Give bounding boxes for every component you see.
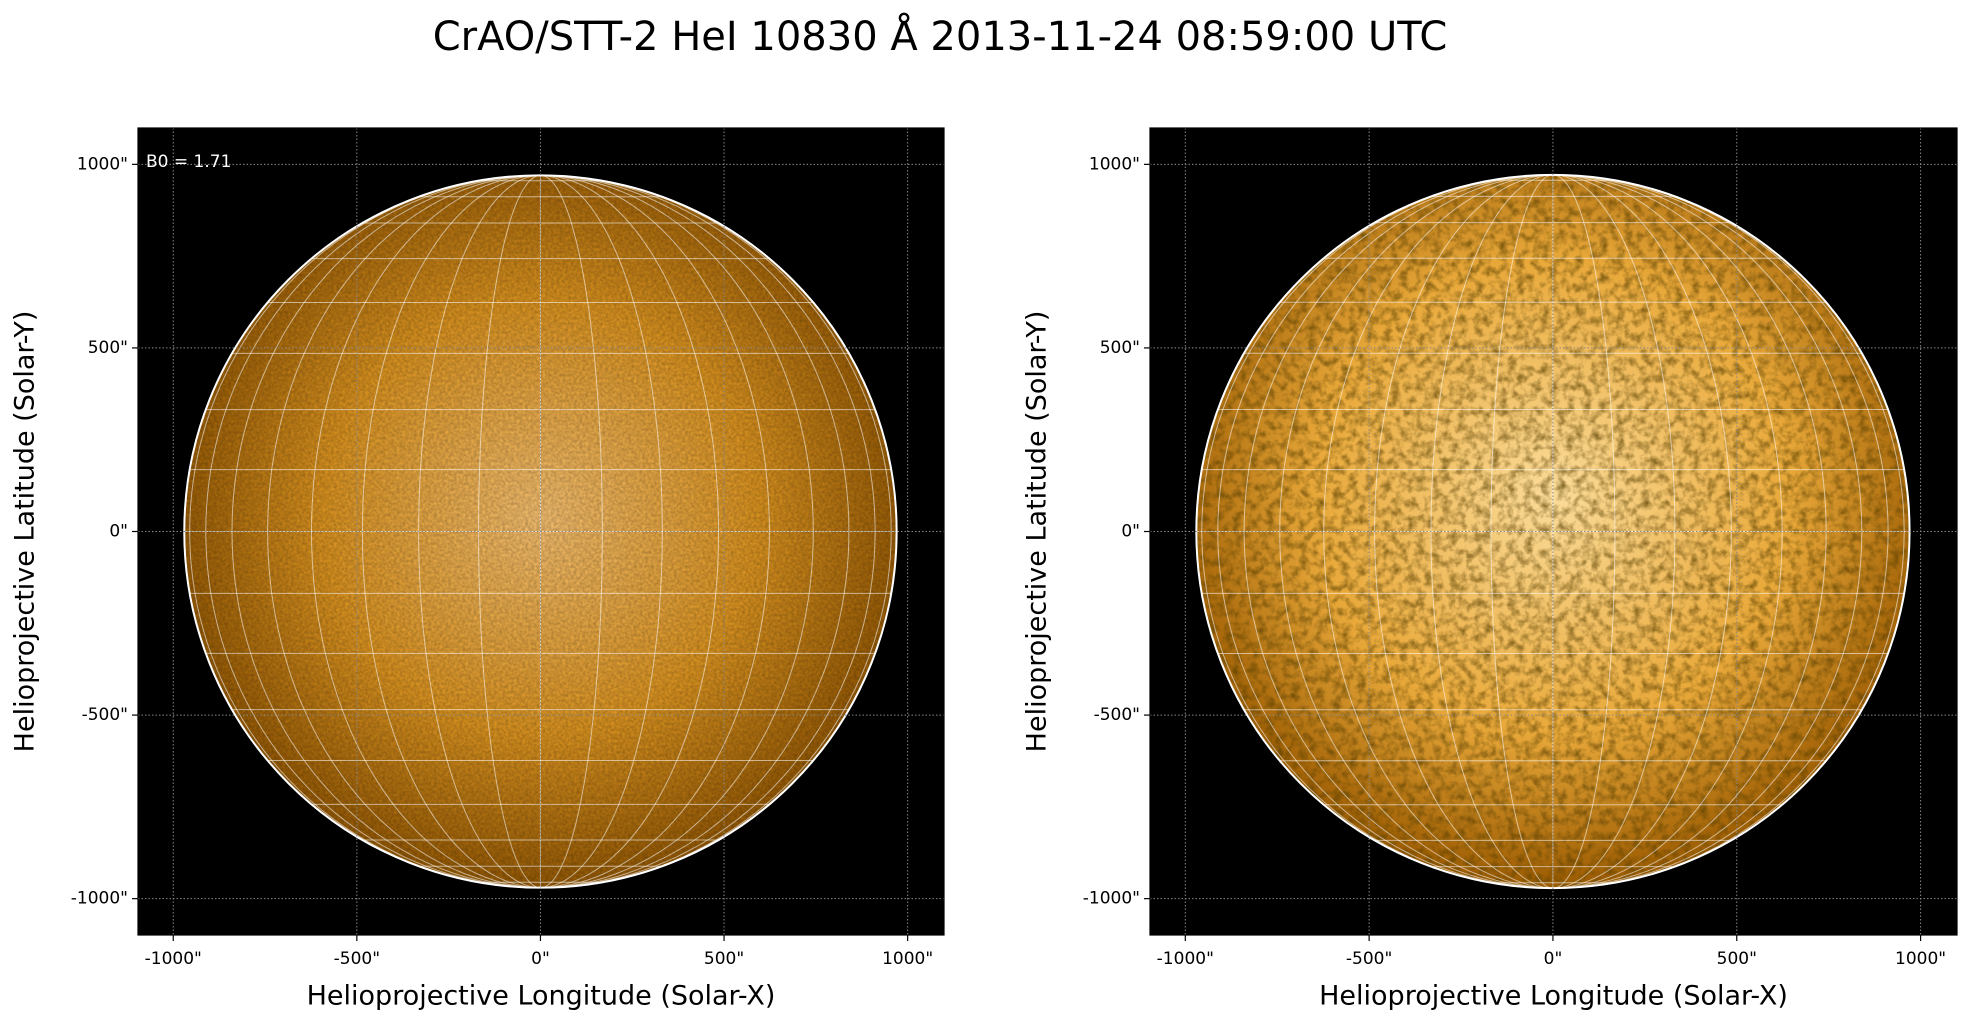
annotation: B0 = 1.71: [146, 152, 231, 172]
heliographic-grid: [1196, 174, 1910, 889]
x-axis-label: Helioprojective Longitude (Solar-X): [307, 981, 776, 1012]
x-tick-label: 1000": [1895, 949, 1946, 969]
x-tick-label: -500": [334, 949, 380, 969]
x-tick-label: 0": [1544, 949, 1563, 969]
x-tick-label: 0": [531, 949, 550, 969]
axes-frame: [1149, 127, 1958, 936]
y-tick-label: 500": [88, 338, 128, 358]
x-tick-label: 1000": [882, 949, 933, 969]
y-tick-label: -1000": [1083, 889, 1140, 909]
axis-grid: [138, 128, 944, 935]
y-tick-label: -500": [82, 705, 128, 725]
y-tick-label: -1000": [71, 889, 128, 909]
x-tick-label: -1000": [145, 949, 202, 969]
y-tick-label: 1000": [1089, 154, 1140, 174]
axis-grid: [1150, 128, 1957, 935]
y-tick-label: -500": [1094, 705, 1140, 725]
axes: -1000" -500" 0" 500" 1000" -1000" -500" 0" 500" 1…: [10, 127, 945, 1012]
axes: -1000" -500" 0" 500" 1000" -1000" -500" 0" 500" 1…: [1022, 127, 1958, 1012]
x-axis-label: Helioprojective Longitude (Solar-X): [1319, 981, 1788, 1012]
y-axis-label: Helioprojective Latitude (Solar-Y): [1022, 311, 1053, 753]
x-tick-label: 500": [1717, 949, 1757, 969]
x-tick-label: 500": [704, 949, 744, 969]
axes-frame: [137, 127, 945, 936]
y-tick-label: 0": [109, 522, 128, 542]
y-axis-label: Helioprojective Latitude (Solar-Y): [10, 311, 41, 753]
x-tick-label: -1000": [1157, 949, 1214, 969]
y-tick-label: 0": [1121, 522, 1140, 542]
y-tick-label: 1000": [77, 154, 128, 174]
y-tick-label: 500": [1100, 338, 1140, 358]
x-tick-label: -500": [1346, 949, 1392, 969]
figure-title: CrAO/STT-2 HeI 10830 Å 2013-11-24 08:59:…: [433, 12, 1448, 60]
